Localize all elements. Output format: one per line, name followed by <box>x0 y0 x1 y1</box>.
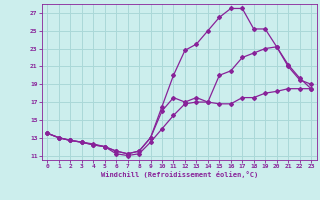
X-axis label: Windchill (Refroidissement éolien,°C): Windchill (Refroidissement éolien,°C) <box>100 171 258 178</box>
